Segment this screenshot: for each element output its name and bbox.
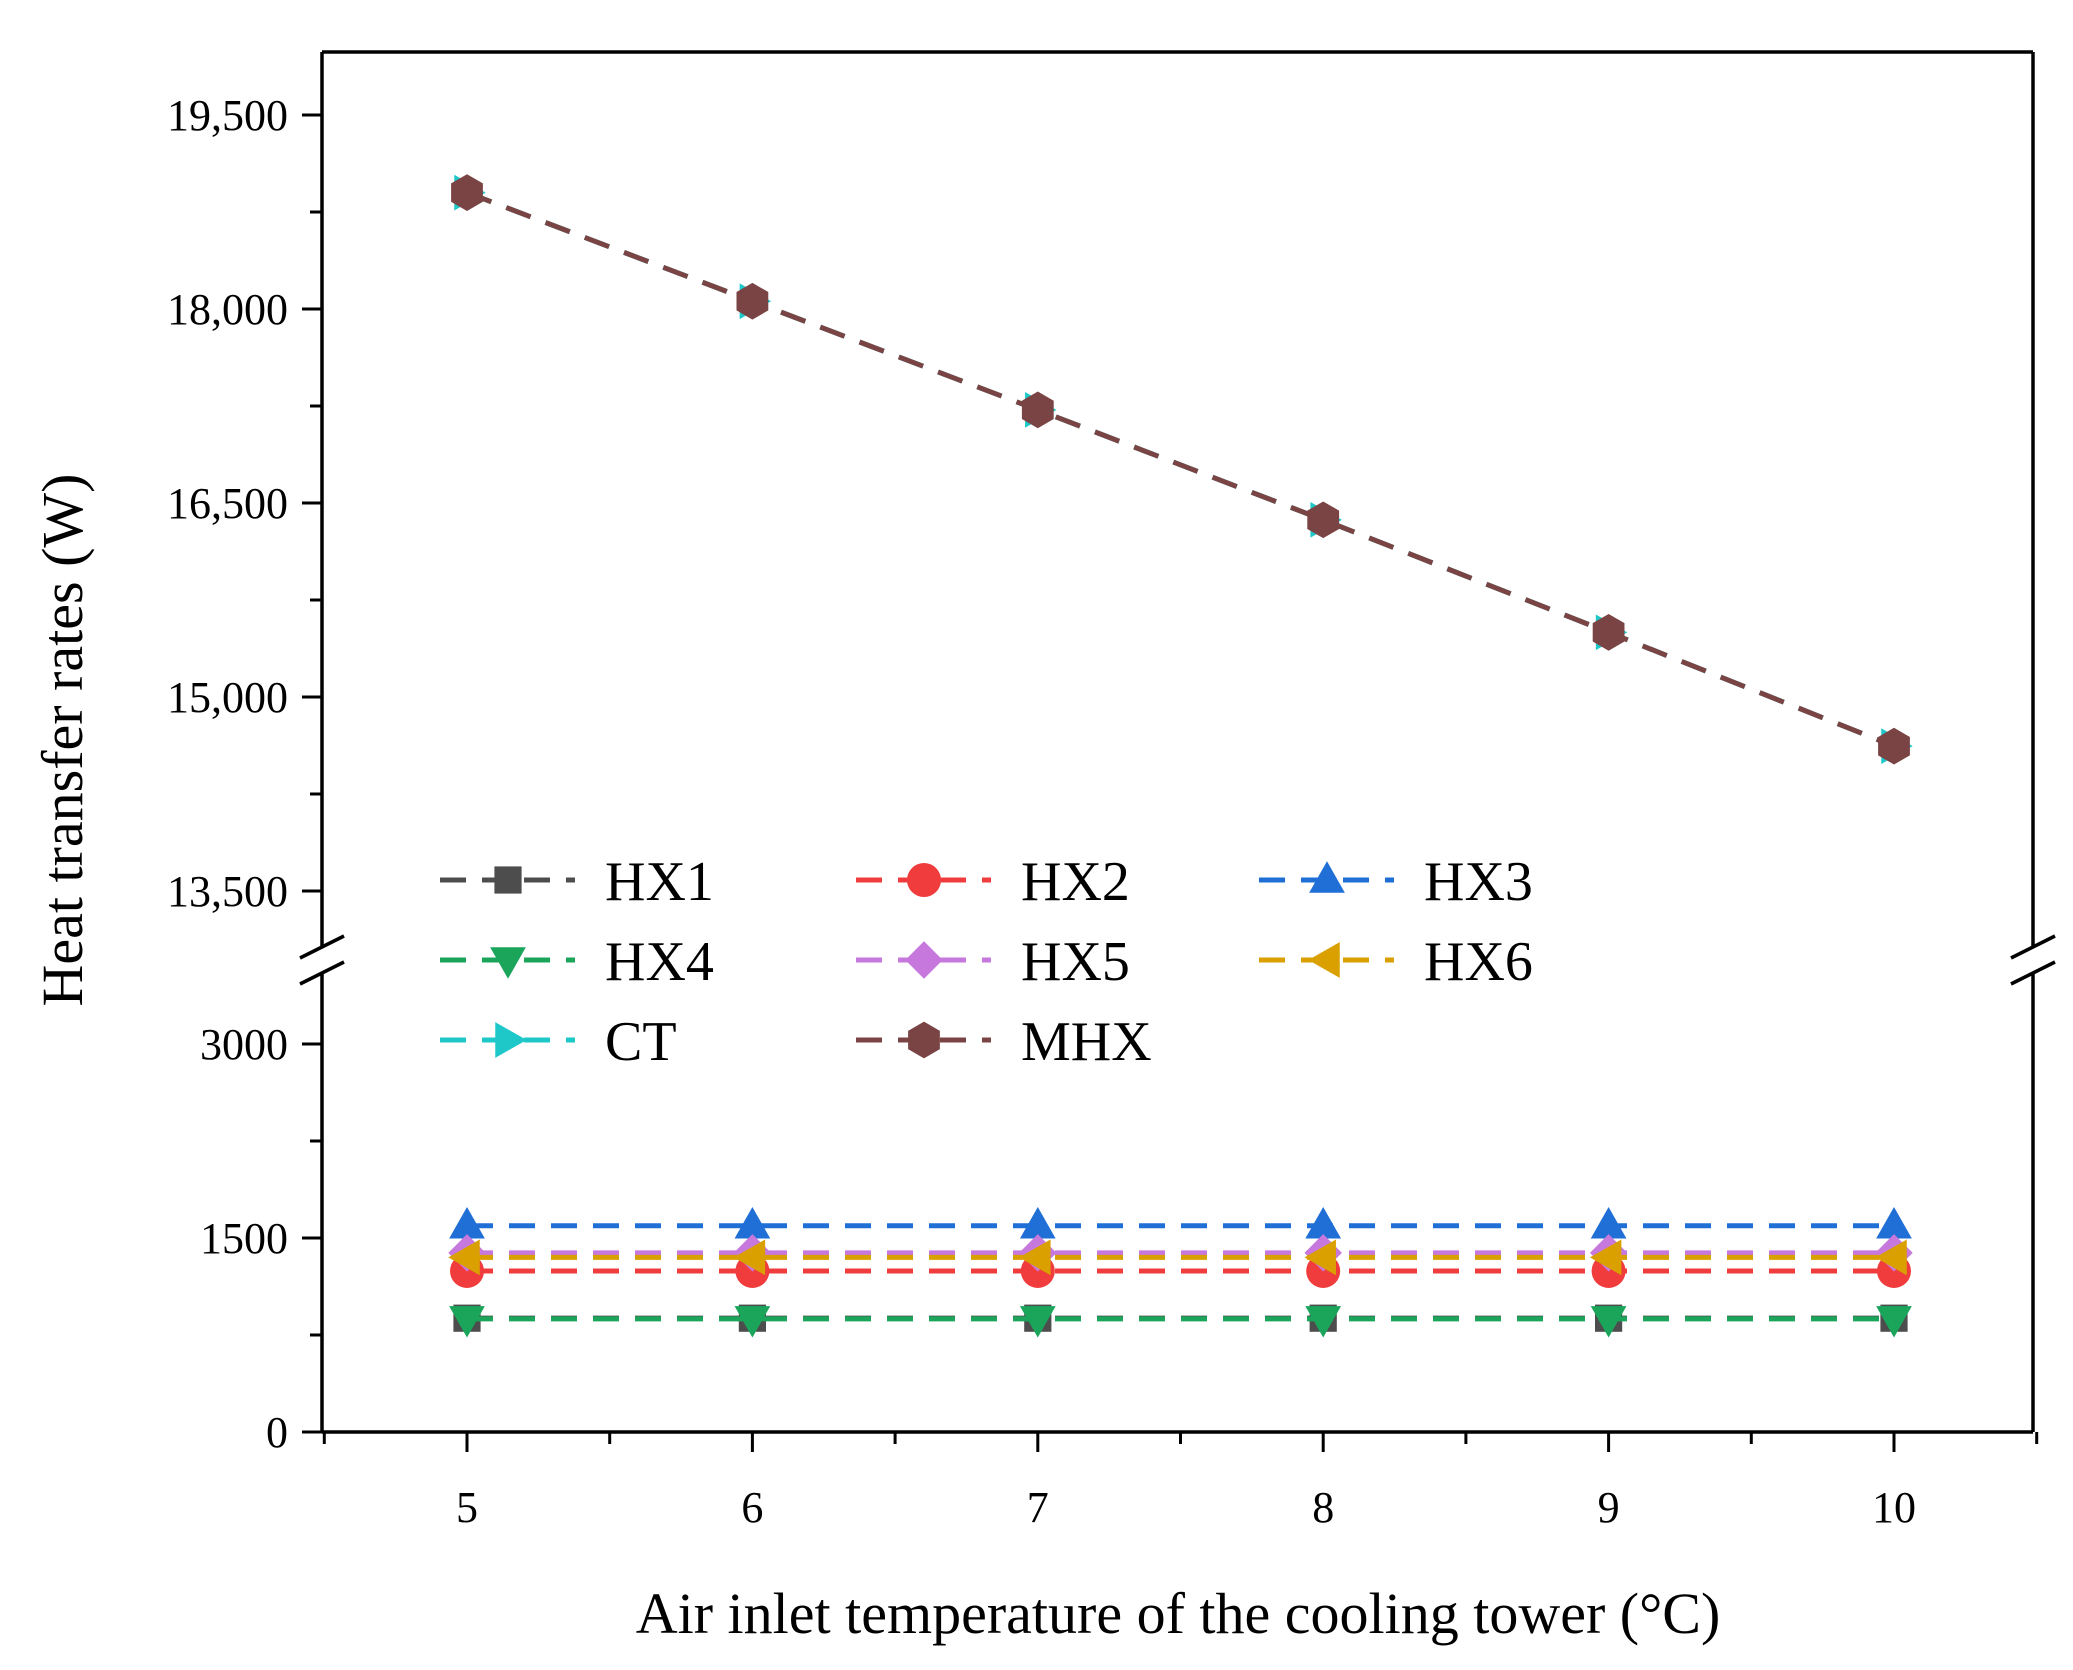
data-point-mhx [1592,613,1625,651]
tick-marks [302,113,2039,1452]
legend-marker [905,941,943,979]
axes [299,50,2056,1434]
legend-marker [1309,861,1345,893]
y-tick-label: 18,000 [167,285,288,334]
data-point-mhx [1878,727,1910,765]
series-hx3 [449,1207,1912,1239]
legend-marker [907,863,941,897]
legend-item-hx3: HX3 [1259,851,1533,913]
data-point-hx6 [1589,1239,1622,1276]
x-tick-label: 9 [1598,1483,1620,1532]
legend-item-hx5: HX5 [856,931,1130,993]
data-point-hx6 [448,1239,480,1276]
x-axis-title: Air inlet temperature of the cooling tow… [636,1581,1721,1646]
legend-marker [1308,942,1340,978]
data-point-hx4 [1590,1306,1627,1338]
legend-label: MHX [1021,1011,1152,1073]
legend-label: HX3 [1424,851,1533,913]
y-axis-break-mark-2 [299,960,345,986]
legend-marker [490,947,526,979]
data-point-hx3 [1019,1207,1056,1239]
data-point-hx3 [734,1207,771,1239]
data-point-hx3 [449,1207,485,1239]
legend: HX1 HX2 HX3 HX4 HX5 HX6 CT MHX [440,851,1533,1073]
data-point-hx3 [1305,1207,1342,1239]
right-axis-break-mark-2 [2010,960,2056,986]
data-point-hx4 [1019,1306,1056,1338]
series-hx4 [449,1306,1912,1338]
y-tick-label: 1500 [200,1214,288,1263]
data-point-hx6 [1304,1239,1336,1276]
data-point-hx6 [1875,1239,1907,1276]
legend-label: HX5 [1021,931,1130,993]
data-point-hx3 [1876,1207,1912,1239]
x-tick-label: 5 [456,1483,478,1532]
legend-marker [495,1022,527,1058]
right-axis-break-mark-1 [2010,934,2056,960]
legend-label: HX2 [1021,851,1130,913]
data-point-hx4 [449,1306,485,1338]
series-hx6 [448,1239,1907,1276]
y-tick-label: 0 [266,1408,288,1457]
data-point-mhx [736,282,769,320]
x-tick-label: 8 [1312,1483,1334,1532]
legend-label: HX6 [1424,931,1533,993]
legend-marker [494,866,522,894]
legend-item-hx2: HX2 [856,851,1130,913]
legend-label: HX1 [605,851,714,913]
x-tick-label: 10 [1872,1483,1916,1532]
y-tick-label: 13,500 [167,867,288,916]
legend-item-mhx: MHX [856,1011,1152,1073]
y-tick-label: 16,500 [167,479,288,528]
data-point-mhx [451,174,483,211]
y-tick-label: 15,000 [167,673,288,722]
legend-marker [908,1021,940,1059]
data-point-hx3 [1590,1207,1627,1239]
series-ct [454,174,1913,764]
data-point-hx6 [733,1239,766,1276]
series-hx5 [448,1234,1913,1272]
data-point-hx4 [1876,1306,1912,1338]
series-mhx [451,174,1910,765]
data-point-hx4 [1305,1306,1342,1338]
legend-item-hx6: HX6 [1259,931,1533,993]
y-axis-break-mark-1 [299,934,345,960]
tick-labels: 5 6 7 8 9 10 13,500 15,000 16,500 18,000 19,500 0 15… [167,91,1916,1532]
data-point-hx6 [1019,1239,1051,1276]
y-tick-label: 19,500 [167,91,288,140]
y-tick-label: 3000 [200,1020,288,1069]
series [448,174,1913,1338]
data-point-hx4 [734,1306,771,1338]
x-tick-label: 7 [1027,1483,1049,1532]
y-axis-title: Heat transfer rates (W) [30,474,95,1007]
legend-item-hx4: HX4 [440,931,714,993]
legend-label: CT [605,1011,677,1073]
legend-item-ct: CT [440,1011,677,1073]
data-point-mhx [1307,501,1340,539]
series-line-mhx [466,190,1895,749]
data-point-mhx [1021,391,1054,429]
x-tick-label: 6 [741,1483,763,1532]
legend-item-hx1: HX1 [440,851,714,913]
legend-label: HX4 [605,931,714,993]
